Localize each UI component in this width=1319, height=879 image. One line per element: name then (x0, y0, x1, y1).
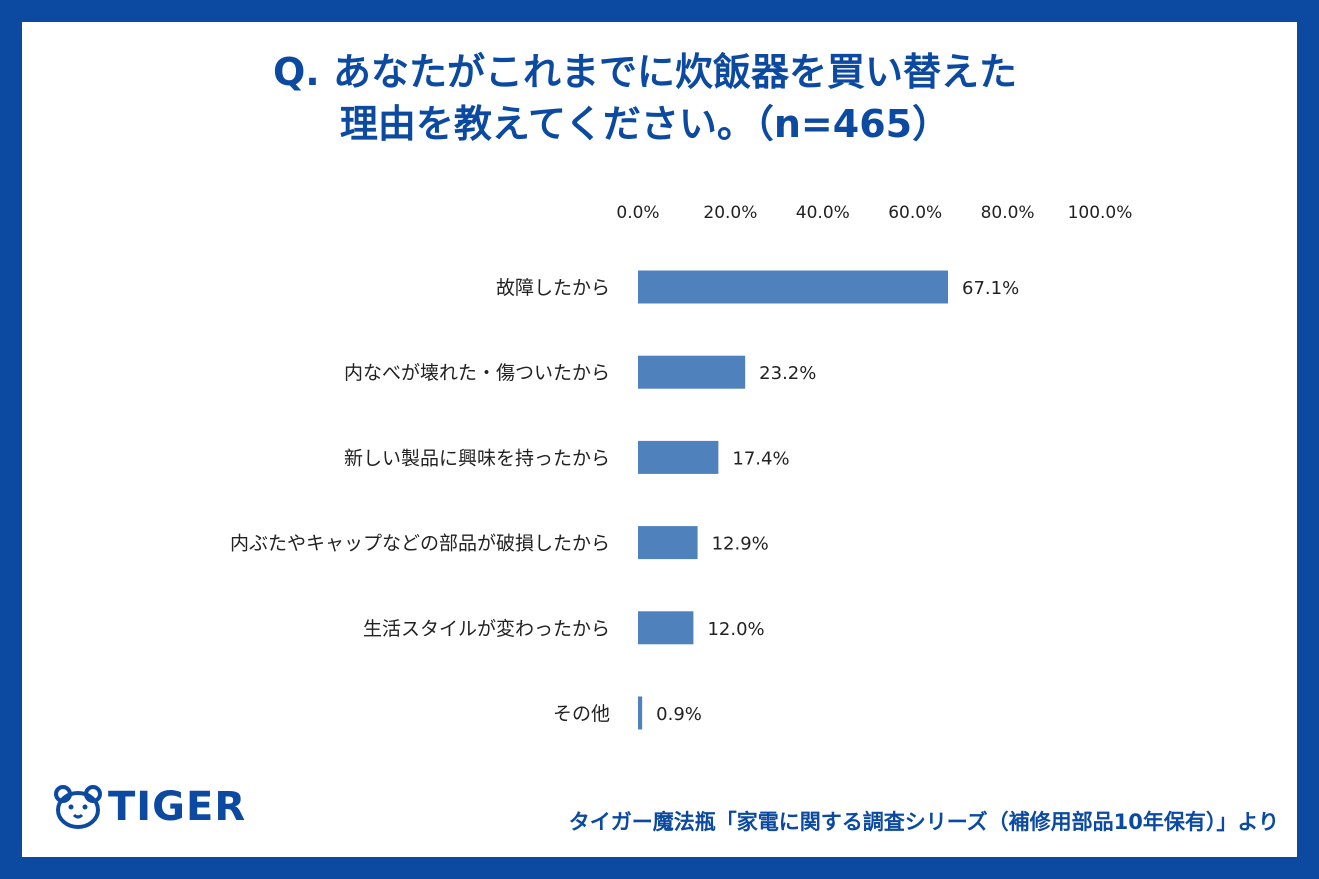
x-tick-label: 20.0% (703, 203, 757, 223)
bar (638, 611, 694, 645)
logo-text: TIGER (108, 784, 247, 830)
data-label: 12.9% (712, 534, 769, 555)
category-label: 生活スタイルが変わったから (363, 618, 610, 640)
data-label: 67.1% (962, 278, 1019, 299)
data-label: 12.0% (707, 619, 764, 640)
x-tick-label: 80.0% (981, 203, 1035, 223)
chart-frame (22, 22, 1297, 857)
category-label: 内ぶたやキャップなどの部品が破損したから (230, 533, 610, 555)
bar (638, 526, 698, 560)
x-tick-label: 40.0% (796, 203, 850, 223)
data-label: 0.9% (656, 704, 702, 725)
title-line-1: Q. あなたがこれまでに炊飯器を買い替えた (273, 50, 1017, 94)
data-label: 23.2% (759, 363, 816, 384)
category-label: 新しい製品に興味を持ったから (344, 447, 610, 469)
bar (638, 696, 643, 730)
category-label: 内なべが壊れた・傷ついたから (344, 362, 610, 384)
title-line-2: 理由を教えてください。（n=465） (339, 102, 951, 146)
category-label: 故障したから (496, 277, 610, 299)
source-note: タイガー魔法瓶「家電に関する調査シリーズ（補修用部品10年保有）」より (568, 810, 1279, 834)
x-tick-label: 0.0% (616, 203, 659, 223)
chart-title: Q. あなたがこれまでに炊飯器を買い替えた 理由を教えてください。（n=465） (0, 46, 1290, 150)
tiger-logo: TIGER (54, 784, 246, 830)
bar (638, 270, 949, 304)
tiger-face-icon (54, 785, 102, 829)
category-label: その他 (553, 703, 610, 725)
bar (638, 440, 719, 474)
data-label: 17.4% (732, 448, 789, 469)
bar (638, 355, 746, 389)
x-tick-label: 100.0% (1068, 203, 1133, 223)
x-tick-label: 60.0% (888, 203, 942, 223)
